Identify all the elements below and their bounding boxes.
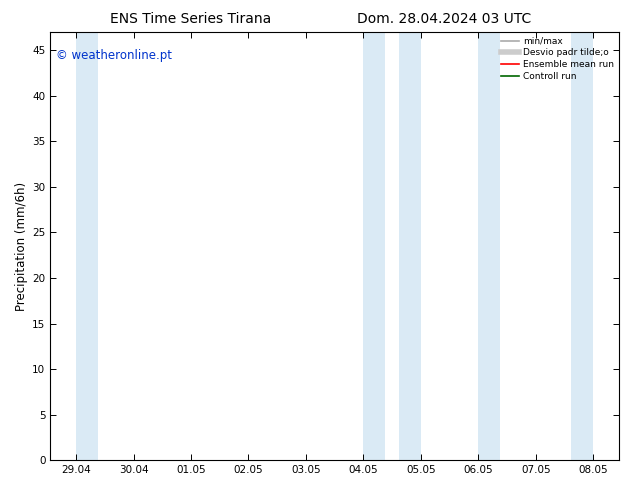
Text: © weatheronline.pt: © weatheronline.pt (56, 49, 172, 62)
Text: Dom. 28.04.2024 03 UTC: Dom. 28.04.2024 03 UTC (357, 12, 531, 26)
Legend: min/max, Desvio padr tilde;o, Ensemble mean run, Controll run: min/max, Desvio padr tilde;o, Ensemble m… (501, 37, 614, 81)
Text: ENS Time Series Tirana: ENS Time Series Tirana (110, 12, 271, 26)
Bar (76, 32, 98, 460)
Bar (399, 32, 421, 460)
Bar (363, 32, 385, 460)
Bar (478, 32, 500, 460)
Bar (571, 32, 593, 460)
Y-axis label: Precipitation (mm/6h): Precipitation (mm/6h) (15, 182, 28, 311)
